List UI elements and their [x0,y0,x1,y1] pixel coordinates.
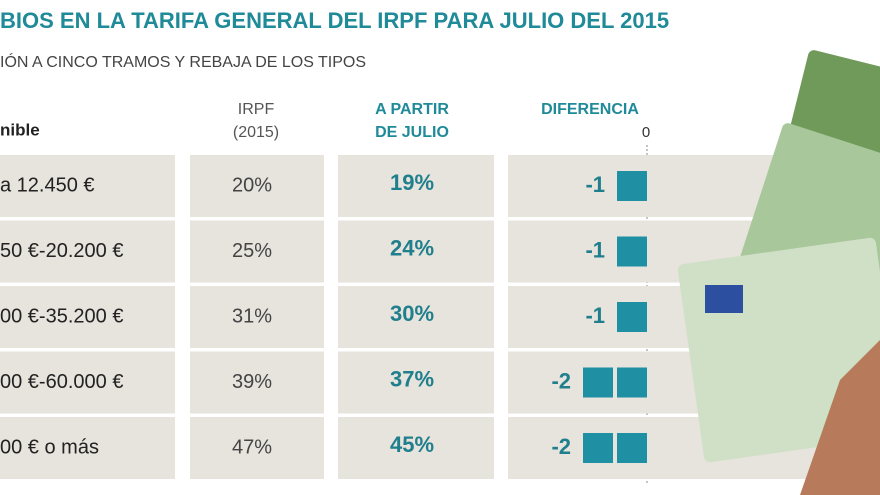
cell-bg [190,351,324,414]
cell-bg [338,351,494,414]
difference-square [617,433,647,463]
zero-label: 0 [642,124,650,141]
subtitle: IÓN A CINCO TRAMOS Y REBAJA DE LOS TIPOS [0,52,366,71]
difference-square [617,302,647,332]
column-header: DIFERENCIA [541,101,639,118]
rate-2015: 47% [232,436,272,458]
rate-july: 19% [390,170,434,195]
cell-bg [190,220,324,283]
difference-value: -2 [551,368,571,393]
rate-july: 37% [390,366,434,391]
cell-bg [338,286,494,348]
column-header: DE JULIO [375,124,449,141]
cell-bg [0,351,175,414]
difference-value: -1 [585,303,605,328]
cell-bg [338,417,494,479]
money-illustration [677,50,880,495]
column-header: IRPF [238,101,275,118]
column-header: A PARTIR [375,101,449,118]
rate-2015: 31% [232,305,272,327]
rate-july: 24% [390,235,434,260]
column-header: (2015) [233,124,279,141]
income-bracket: 00 €-35.200 € [0,305,123,327]
rate-july: 45% [390,432,434,457]
difference-square [583,433,613,463]
difference-square [617,236,647,267]
difference-square [617,367,647,398]
rate-2015: 20% [232,174,272,196]
cell-bg [0,286,175,348]
difference-value: -2 [551,434,571,459]
income-bracket: 00 € o más [0,436,99,458]
difference-square [583,367,613,398]
cell-bg [0,417,175,479]
income-bracket: 50 €-20.200 € [0,240,123,262]
cell-bg [0,220,175,283]
income-bracket: 00 €-60.000 € [0,371,123,393]
income-bracket: a 12.450 € [0,174,95,196]
cell-bg [190,417,324,479]
cell-bg [190,286,324,348]
difference-value: -1 [585,172,605,197]
cell-bg [338,220,494,283]
rate-july: 30% [390,301,434,326]
rate-2015: 25% [232,240,272,262]
rate-2015: 39% [232,371,272,393]
difference-value: -1 [585,237,605,262]
cell-bg [0,155,175,217]
difference-square [617,171,647,201]
cell-bg [190,155,324,217]
cell-bg [338,155,494,217]
title: BIOS EN LA TARIFA GENERAL DEL IRPF PARA … [0,8,669,33]
column-header: nible [0,120,40,139]
